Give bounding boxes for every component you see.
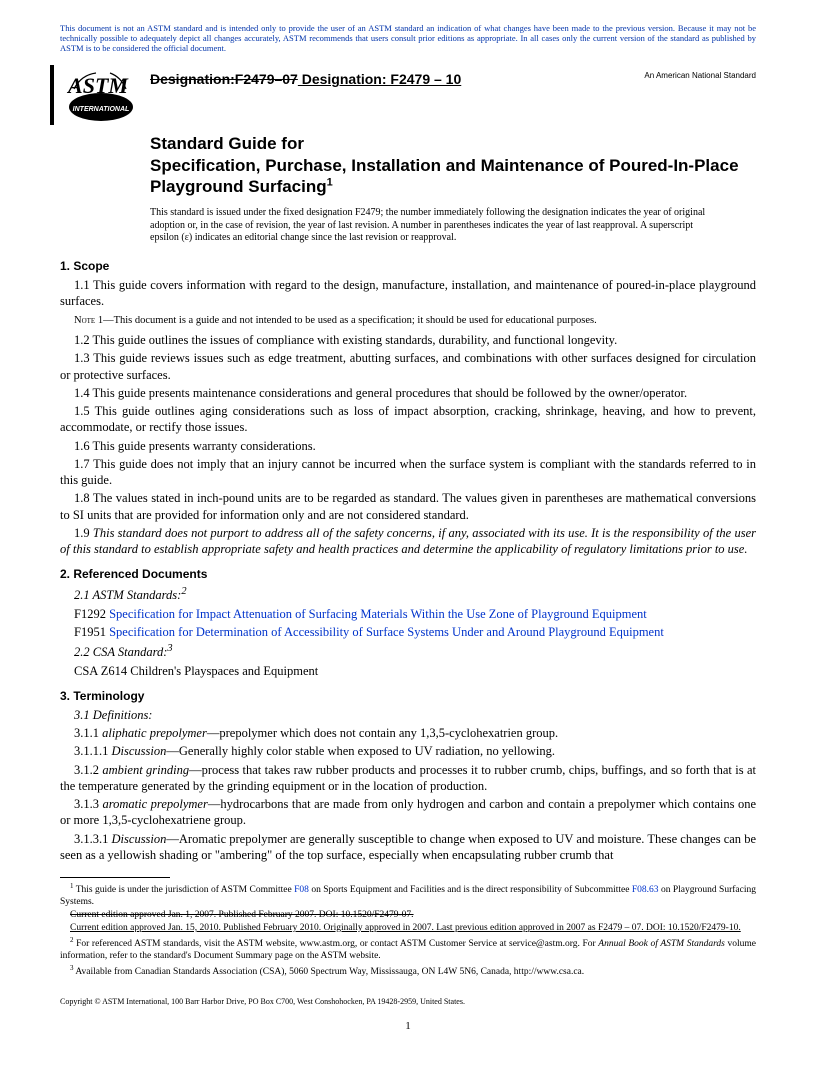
para-3-1: 3.1 Definitions: (60, 707, 756, 723)
copyright-notice: Copyright © ASTM International, 100 Barr… (60, 997, 756, 1006)
para-2-2: 2.2 CSA Standard:3 (74, 642, 756, 660)
astm-logo: INTERNATIONAL ASTM (66, 67, 136, 125)
title-superscript: 1 (327, 176, 333, 188)
para-3-1-3-1: 3.1.3.1 Discussion—Aromatic prepolymer a… (60, 831, 756, 864)
footnote-2: 2 For referenced ASTM standards, visit t… (60, 936, 756, 963)
link-f0863[interactable]: F08.63 (632, 885, 659, 895)
para-1-5: 1.5 This guide outlines aging considerat… (60, 403, 756, 436)
para-1-3: 1.3 This guide reviews issues such as ed… (60, 350, 756, 383)
footnote-1-underline: Current edition approved Jan. 15, 2010. … (60, 923, 756, 935)
ref-f1951: F1951 Specification for Determination of… (74, 624, 756, 640)
para-2-1: 2.1 ASTM Standards:2 (74, 585, 756, 603)
para-1-6: 1.6 This guide presents warranty conside… (60, 438, 756, 454)
issuance-note: This standard is issued under the fixed … (150, 207, 716, 245)
para-1-8: 1.8 The values stated in inch-pound unit… (60, 490, 756, 523)
para-3-1-1: 3.1.1 aliphatic prepolymer—prepolymer wh… (60, 725, 756, 741)
link-f1951[interactable]: Specification for Determination of Acces… (109, 625, 664, 639)
title-main: Specification, Purchase, Installation an… (150, 156, 739, 196)
para-1-1: 1.1 This guide covers information with r… (60, 277, 756, 310)
ref-f1292: F1292 Specification for Impact Attenuati… (74, 606, 756, 622)
para-3-1-1-1: 3.1.1.1 Discussion—Generally highly colo… (60, 743, 756, 759)
title-prefix: Standard Guide for (150, 133, 756, 154)
para-1-2: 1.2 This guide outlines the issues of co… (60, 332, 756, 348)
national-standard-label: An American National Standard (644, 67, 756, 80)
para-3-1-2: 3.1.2 ambient grinding—process that take… (60, 762, 756, 795)
new-designation: Designation: F2479 – 10 (298, 71, 461, 87)
para-3-1-3: 3.1.3 aromatic prepolymer—hydrocarbons t… (60, 796, 756, 829)
page-number: 1 (60, 1020, 756, 1032)
side-bar (50, 65, 54, 125)
footnote-separator (60, 877, 170, 878)
footnote-3: 3 Available from Canadian Standards Asso… (60, 964, 756, 979)
designation-block: Designation:F2479–07 Designation: F2479 … (150, 67, 644, 88)
refs-heading: 2. Referenced Documents (60, 567, 756, 581)
link-f1292[interactable]: Specification for Impact Attenuation of … (109, 607, 647, 621)
term-heading: 3. Terminology (60, 689, 756, 703)
old-designation: Designation:F2479–07 (150, 71, 298, 87)
title-block: Standard Guide for Specification, Purcha… (150, 133, 756, 197)
header-row: INTERNATIONAL ASTM Designation:F2479–07 … (60, 67, 756, 125)
para-1-4: 1.4 This guide presents maintenance cons… (60, 385, 756, 401)
para-1-7: 1.7 This guide does not imply that an in… (60, 456, 756, 489)
disclaimer-text: This document is not an ASTM standard an… (60, 24, 756, 53)
link-f08[interactable]: F08 (294, 885, 309, 895)
svg-text:INTERNATIONAL: INTERNATIONAL (73, 106, 130, 113)
para-1-9: 1.9 This standard does not purport to ad… (60, 525, 756, 558)
note-1: Note 1—This document is a guide and not … (74, 315, 756, 326)
ref-csa: CSA Z614 Children's Playspaces and Equip… (74, 663, 756, 679)
footnote-1: 1 This guide is under the jurisdiction o… (60, 882, 756, 909)
scope-heading: 1. Scope (60, 259, 756, 273)
footnote-1-strike: Current edition approved Jan. 1, 2007. P… (60, 910, 756, 922)
